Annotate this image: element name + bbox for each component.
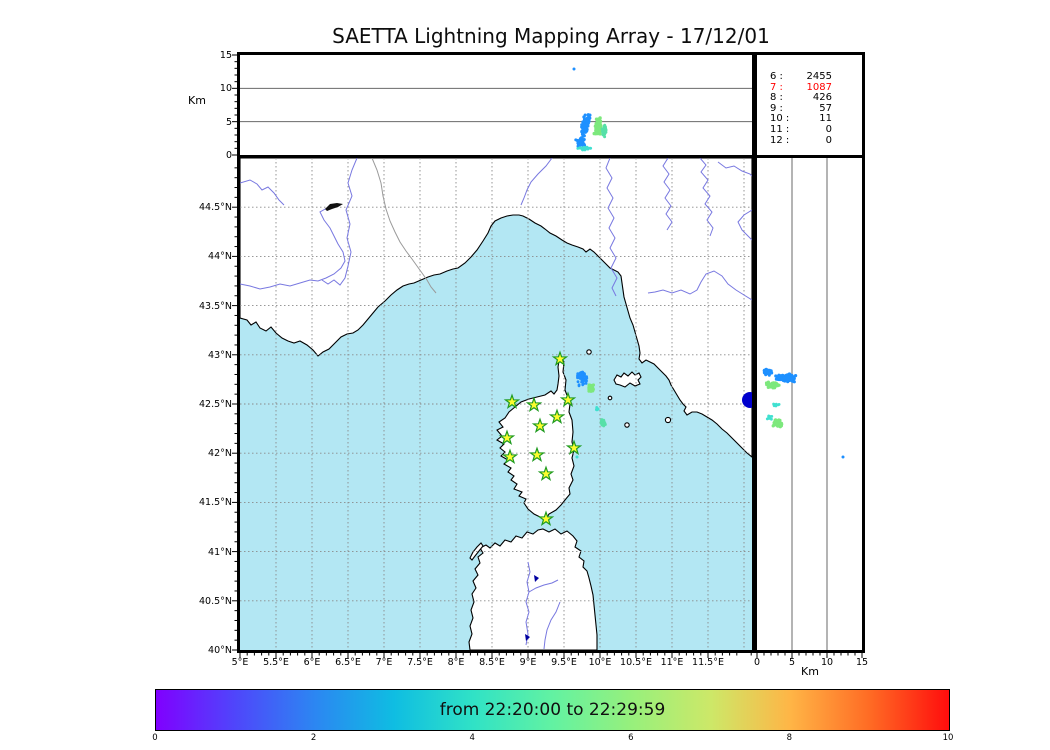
station-star-icon bbox=[548, 408, 566, 424]
map-lon-tick-label: 10.5°E bbox=[620, 657, 652, 668]
station-star-icon bbox=[531, 417, 549, 433]
map-panel bbox=[237, 155, 755, 653]
station-star-icon bbox=[501, 448, 519, 464]
station-star-icon bbox=[537, 510, 555, 526]
station-star-icon bbox=[559, 391, 577, 407]
station-star-icon bbox=[498, 429, 516, 445]
station-star-icon bbox=[565, 439, 583, 455]
colorbar-gradient: from 22:20:00 to 22:29:59 bbox=[156, 690, 949, 730]
map-lat-tick-label: 43°N bbox=[208, 349, 232, 361]
page-title: SAETTA Lightning Mapping Array - 17/12/0… bbox=[332, 24, 770, 48]
station-count-row: 8 :426 bbox=[770, 92, 832, 104]
top-y-tick-label: 0 bbox=[225, 150, 232, 161]
map-lon-tick-label: 7°E bbox=[375, 657, 393, 668]
altitude-longitude-plot bbox=[240, 67, 752, 152]
colorbar-tick-label: 2 bbox=[310, 733, 317, 743]
station-star-icon bbox=[525, 396, 543, 412]
map-lat-tick-label: 44°N bbox=[208, 251, 232, 263]
map-lon-tick-label: 11.5°E bbox=[692, 657, 724, 668]
station-count-row: 10 :11 bbox=[770, 113, 832, 125]
altitude-longitude-panel bbox=[237, 52, 755, 158]
colorbar-tick-label: 0 bbox=[152, 733, 158, 743]
station-star-icon bbox=[537, 465, 555, 481]
map-lat-tick-label: 40°N bbox=[208, 645, 232, 656]
colorbar-tick-label: 6 bbox=[628, 733, 634, 743]
map-lon-tick-label: 6.5°E bbox=[335, 657, 361, 668]
map-lat-tick-label: 42°N bbox=[208, 448, 232, 460]
top-y-tick-label: 10 bbox=[219, 83, 232, 95]
map-lat-tick-label: 43.5°N bbox=[198, 300, 232, 312]
right-x-tick-label: 10 bbox=[820, 657, 834, 668]
station-star-icon bbox=[551, 350, 569, 366]
right-x-tick-label: 15 bbox=[855, 657, 869, 668]
map-lon-tick-label: 6°E bbox=[303, 657, 321, 668]
station-count-row: 6 :2455 bbox=[770, 71, 832, 82]
right-x-tick-label: 5 bbox=[788, 657, 796, 668]
station-stats-panel: 6 :2455 7 :1087 8 :426 9 :57 10 :11 11 :0 12 :… bbox=[754, 52, 865, 158]
map-lon-tick-label: 5°E bbox=[231, 657, 249, 668]
colorbar-tick-label: 8 bbox=[786, 733, 793, 743]
colorbar-time-label: from 22:20:00 to 22:29:59 bbox=[439, 700, 666, 720]
map-lon-tick-label: 9°E bbox=[519, 657, 537, 668]
lightning-scatter-layer bbox=[572, 67, 608, 152]
altitude-latitude-plot bbox=[762, 158, 845, 650]
lightning-scatter-layer bbox=[762, 367, 845, 459]
right-x-tick-label: 0 bbox=[753, 657, 761, 668]
top-y-tick-label: 5 bbox=[225, 116, 232, 128]
colorbar: from 22:20:00 to 22:29:59 bbox=[155, 689, 950, 731]
map-lon-tick-label: 9.5°E bbox=[551, 657, 577, 668]
map-lat-tick-label: 42.5°N bbox=[198, 399, 232, 410]
map-lon-tick-label: 8°E bbox=[447, 657, 465, 668]
geographic-map bbox=[240, 158, 752, 650]
colorbar-tick-label: 4 bbox=[469, 733, 475, 743]
station-count-list: 6 :2455 7 :1087 8 :426 9 :57 10 :11 11 :0 12 :… bbox=[757, 55, 862, 146]
map-lon-tick-label: 5.5°E bbox=[263, 657, 289, 668]
station-count-row: 11 :0 bbox=[770, 123, 832, 135]
lightning-scatter-layer bbox=[575, 370, 607, 459]
country-border bbox=[371, 158, 437, 294]
right-panel-km-axis-label: Km bbox=[801, 665, 819, 678]
top-y-tick-label: 15 bbox=[219, 50, 232, 61]
rivers bbox=[240, 158, 752, 650]
map-lon-tick-label: 11°E bbox=[660, 657, 684, 668]
lat-lon-grid bbox=[240, 158, 752, 650]
lma-station-markers bbox=[498, 350, 583, 526]
large-source-dot bbox=[742, 392, 752, 408]
station-count-row: 7 :1087 bbox=[770, 81, 832, 93]
map-lon-tick-label: 7.5°E bbox=[407, 657, 433, 668]
map-lat-tick-label: 44.5°N bbox=[198, 202, 232, 214]
station-star-icon bbox=[503, 393, 521, 409]
station-count-row: 9 :57 bbox=[770, 102, 832, 114]
station-count-row: 12 :0 bbox=[770, 134, 832, 146]
map-lat-tick-label: 41.5°N bbox=[198, 497, 232, 509]
coastline-land bbox=[240, 158, 752, 650]
top-panel-km-axis-label: Km bbox=[188, 94, 206, 107]
map-lon-tick-label: 8.5°E bbox=[479, 657, 505, 668]
map-lon-tick-label: 10°E bbox=[588, 657, 612, 668]
map-lat-tick-label: 40.5°N bbox=[198, 595, 232, 607]
altitude-latitude-panel bbox=[754, 155, 865, 653]
station-star-icon bbox=[528, 446, 546, 462]
colorbar-tick-label: 10 bbox=[942, 733, 954, 743]
map-lat-tick-label: 41°N bbox=[208, 546, 232, 558]
